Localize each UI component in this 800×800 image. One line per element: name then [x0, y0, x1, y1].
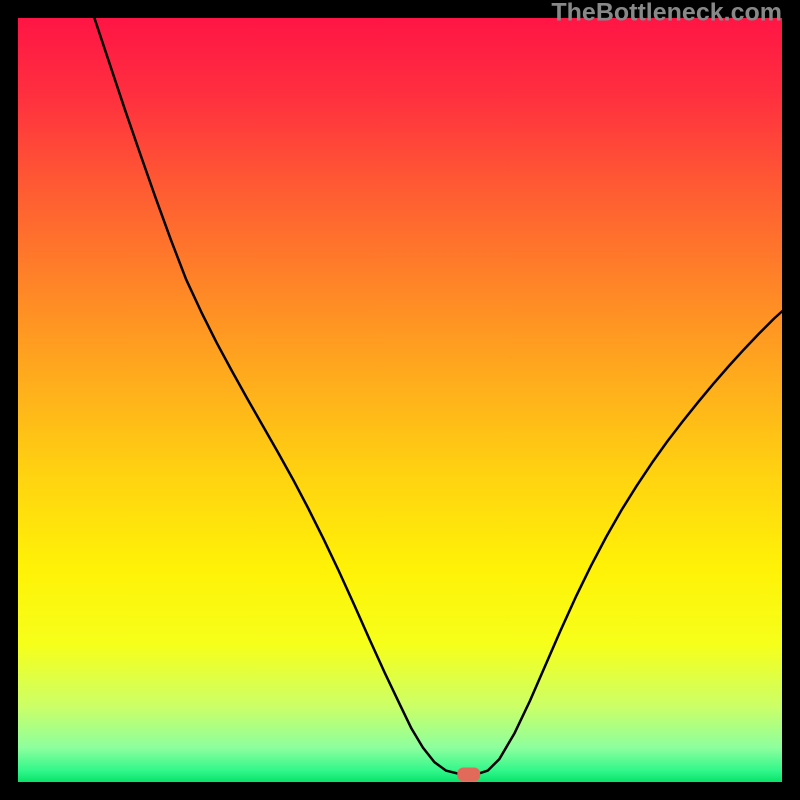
optimal-marker — [457, 767, 480, 781]
bottleneck-chart: TheBottleneck.com — [0, 0, 800, 800]
watermark-text: TheBottleneck.com — [551, 0, 782, 27]
